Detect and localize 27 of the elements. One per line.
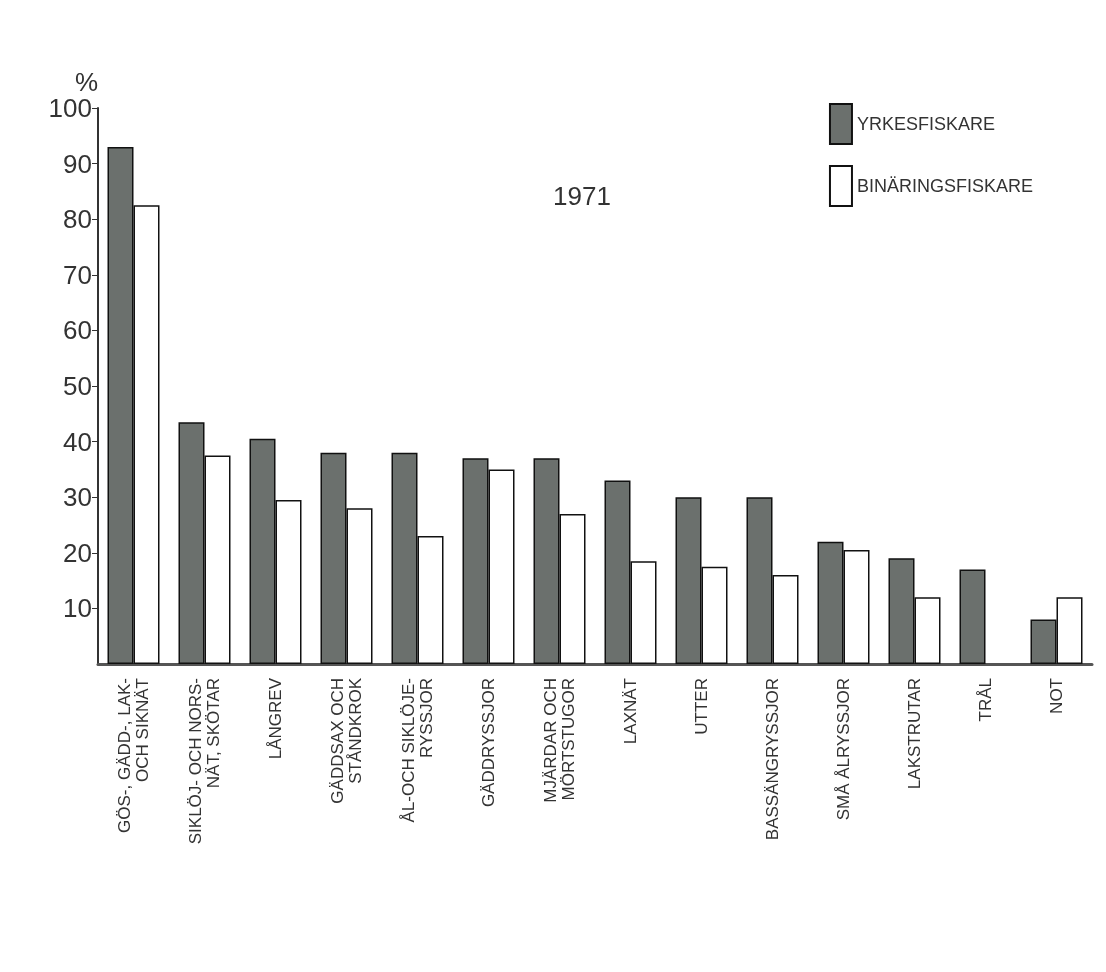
x-tick-label: LÅNGREV xyxy=(266,677,285,760)
y-tick-label: 10 xyxy=(63,593,92,624)
y-tick-label: 60 xyxy=(63,315,92,346)
x-tick-label: LAXNÄT xyxy=(621,678,640,745)
x-tick-label: GÄDDRYSSJOR xyxy=(479,678,498,808)
x-tick-label: GÄDDSAX OCH STÅNDKROK xyxy=(328,677,365,804)
x-tick-label: LAKSTRUTAR xyxy=(905,678,924,790)
x-tick-label: TRÅL xyxy=(976,678,995,722)
x-tick-label: ÅL-OCH SIKLÖJE- RYSSJOR xyxy=(399,678,436,823)
x-tick-label: BASSÄNGRYSSJOR xyxy=(763,678,782,841)
y-tick-label: 80 xyxy=(63,204,92,235)
bar xyxy=(959,569,986,664)
y-tick-label: 70 xyxy=(63,259,92,290)
y-tick-label: 30 xyxy=(63,482,92,513)
y-tick-label: 40 xyxy=(63,426,92,457)
x-tick-label: NOT xyxy=(1047,678,1066,714)
y-tick-label: 90 xyxy=(63,148,92,179)
x-tick-label: UTTER xyxy=(692,678,711,735)
x-tick-label: SIKLÖJ- OCH NORS- NÄT, SKÖTAR xyxy=(186,678,223,845)
legend-label: YRKESFISKARE xyxy=(856,114,996,134)
legend-label: BINÄRINGSFISKARE xyxy=(856,176,1034,196)
x-tick-label: GÖS-, GÄDD-, LAK- OCH SIKNÄT xyxy=(115,678,152,833)
x-tick-label: MJÄRDAR OCH MÖRTSTUGOR xyxy=(541,678,578,803)
y-tick-label: 50 xyxy=(63,371,92,401)
text: 1971 xyxy=(553,181,611,211)
y-tick-label: 20 xyxy=(63,537,92,568)
x-tick-label: SMÅ ÅLRYSSJOR xyxy=(834,678,853,821)
